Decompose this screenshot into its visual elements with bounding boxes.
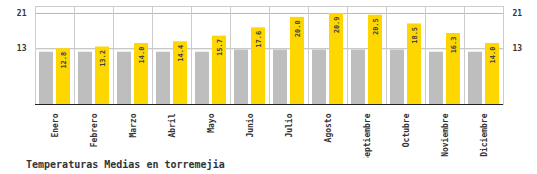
svg-text:20.5: 20.5 [372, 18, 380, 35]
svg-text:Febrero: Febrero [90, 113, 99, 147]
svg-text:18.5: 18.5 [411, 27, 419, 44]
svg-text:20.9: 20.9 [333, 16, 341, 33]
html-text:Temperaturas Medias en torreme: Temperaturas Medias en torremejia [26, 159, 225, 170]
svg-text:Abril: Abril [167, 113, 177, 137]
svg-text:Mayo: Mayo [207, 113, 216, 132]
svg-text:16.3: 16.3 [450, 37, 458, 54]
svg-text:21: 21 [17, 9, 27, 18]
svg-text:13.2: 13.2 [99, 50, 107, 67]
svg-text:Septiembre: Septiembre [362, 113, 372, 158]
svg-text:Enero: Enero [51, 113, 60, 137]
svg-text:20.0: 20.0 [294, 20, 302, 37]
svg-text:13: 13 [513, 44, 523, 53]
svg-text:14.0: 14.0 [138, 47, 146, 64]
svg-text:21: 21 [513, 9, 523, 18]
svg-text:Noviembre: Noviembre [440, 113, 450, 157]
svg-text:15.7: 15.7 [216, 39, 224, 56]
svg-text:Octubre: Octubre [402, 113, 411, 147]
svg-text:Junio: Junio [245, 113, 255, 137]
svg-text:17.6: 17.6 [255, 31, 263, 48]
svg-text:Marzo: Marzo [129, 113, 138, 137]
svg-text:14.4: 14.4 [177, 45, 185, 62]
svg-text:12.8: 12.8 [60, 52, 68, 69]
svg-text:Diciembre: Diciembre [479, 113, 489, 157]
svg-text:Julio: Julio [284, 113, 294, 137]
svg-text:13: 13 [17, 44, 27, 53]
svg-text:Agosto: Agosto [324, 113, 333, 142]
svg-text:14.0: 14.0 [489, 47, 497, 64]
